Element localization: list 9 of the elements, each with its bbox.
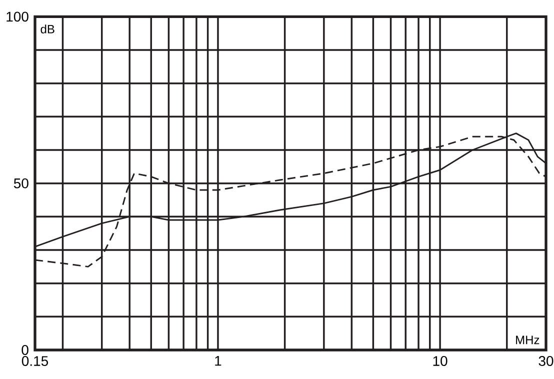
x-axis-title: MHz xyxy=(516,336,540,344)
x-tick-label: 0.15 xyxy=(22,356,48,366)
x-tick-label: 1 xyxy=(215,356,222,366)
y-tick-label: 0 xyxy=(22,345,28,355)
y-tick-label: 50 xyxy=(14,178,28,188)
x-tick-label: 10 xyxy=(433,356,448,366)
y-tick-label: 100 xyxy=(6,12,28,22)
x-tick-label: 30 xyxy=(538,356,554,366)
y-axis-title: dB xyxy=(40,24,54,34)
